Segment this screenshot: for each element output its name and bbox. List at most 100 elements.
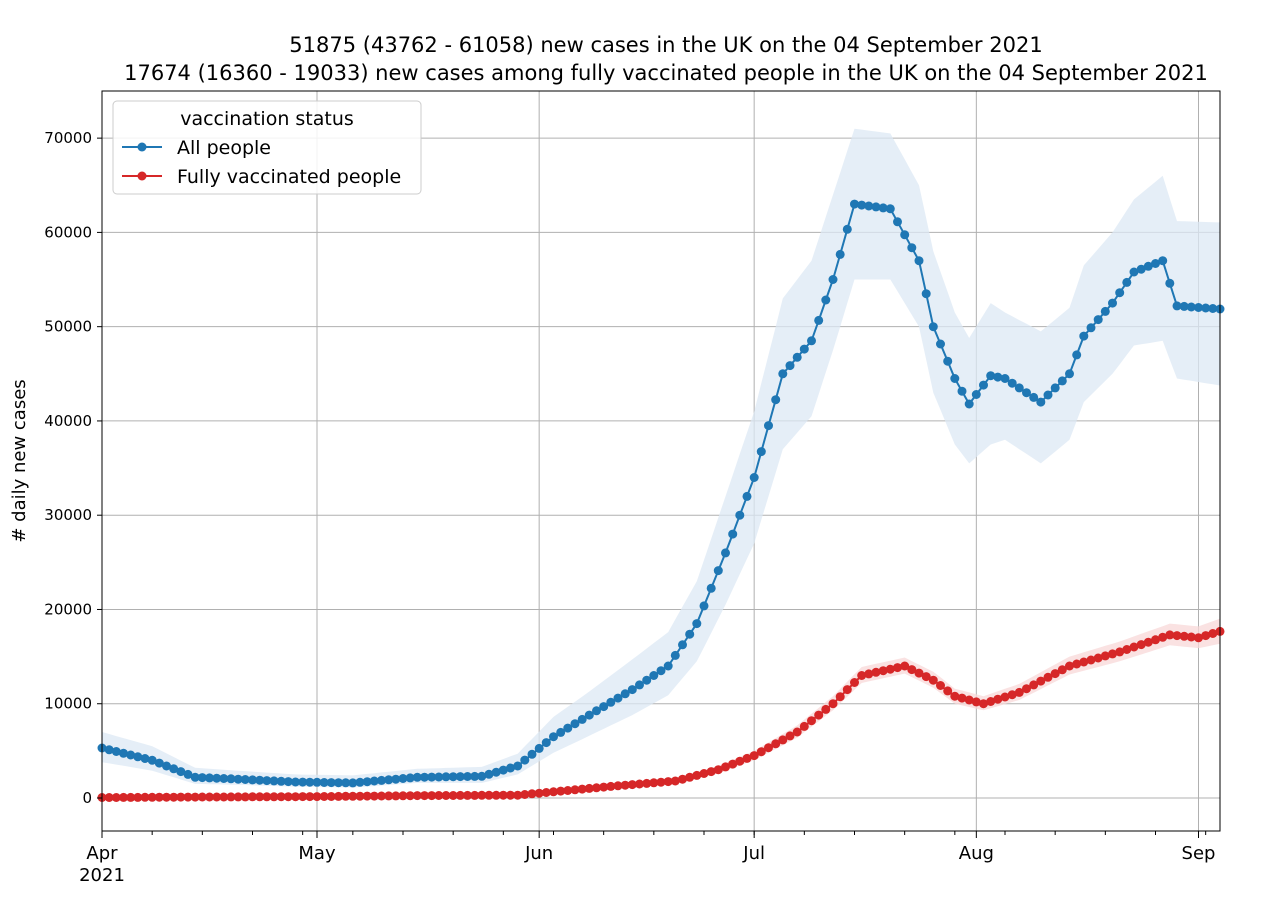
data-point	[584, 710, 594, 720]
data-point	[506, 790, 515, 800]
legend-marker	[137, 142, 147, 152]
data-point	[298, 777, 308, 787]
data-point	[362, 777, 372, 787]
data-point	[162, 792, 171, 802]
data-point	[842, 685, 852, 695]
data-point	[706, 583, 716, 593]
data-point	[477, 790, 487, 800]
data-point	[276, 776, 286, 786]
data-point	[907, 243, 917, 253]
data-point	[405, 791, 415, 801]
confidence-bands	[102, 128, 1220, 798]
data-point	[1208, 629, 1218, 638]
data-point	[541, 788, 551, 797]
data-point	[154, 792, 164, 802]
data-point	[147, 755, 157, 765]
data-point	[1036, 397, 1046, 407]
legend: vaccination status All people Fully vacci…	[112, 100, 422, 195]
legend-label: All people	[177, 137, 271, 159]
data-point	[642, 778, 652, 788]
data-point	[799, 344, 809, 354]
data-point	[807, 336, 816, 346]
data-point	[742, 753, 752, 763]
data-point	[305, 792, 315, 802]
data-point	[1043, 390, 1053, 400]
data-point	[735, 756, 745, 766]
y-tick-label: 30000	[44, 506, 92, 524]
legend-marker	[137, 171, 147, 181]
data-point	[154, 758, 164, 768]
data-point	[778, 735, 788, 745]
data-point	[928, 322, 938, 332]
data-point	[441, 772, 451, 782]
x-tick-label: Jun	[524, 843, 553, 864]
data-point	[520, 790, 530, 799]
data-point	[979, 380, 988, 390]
data-point	[692, 770, 702, 780]
data-point	[298, 792, 308, 802]
data-point	[283, 792, 293, 802]
data-point	[1122, 645, 1132, 654]
data-point	[305, 777, 315, 787]
data-point	[921, 289, 931, 299]
data-point	[678, 640, 687, 650]
data-point	[563, 723, 573, 733]
data-point	[1201, 631, 1211, 641]
data-point	[498, 790, 508, 800]
data-point	[326, 792, 336, 801]
data-point	[1014, 383, 1024, 393]
data-point	[670, 650, 680, 660]
data-point	[1108, 649, 1117, 659]
data-point	[140, 754, 150, 763]
data-point	[649, 778, 659, 788]
data-point	[993, 694, 1003, 704]
data-point	[513, 790, 523, 800]
data-point	[341, 778, 351, 788]
data-point	[391, 791, 401, 801]
data-point	[835, 692, 845, 702]
data-point	[369, 791, 379, 801]
x-tick-label: May	[298, 843, 336, 864]
data-point	[1108, 298, 1117, 308]
x-tick-label: Apr	[86, 843, 118, 864]
data-point	[348, 791, 358, 801]
data-point	[1129, 267, 1139, 277]
data-point	[692, 619, 702, 629]
data-point	[355, 777, 365, 787]
data-point	[126, 750, 136, 760]
data-point	[1050, 669, 1060, 679]
data-point	[197, 773, 207, 783]
data-point	[176, 767, 186, 777]
data-point	[240, 775, 250, 784]
data-point	[1057, 376, 1067, 386]
data-point	[943, 356, 953, 366]
data-point	[1050, 383, 1060, 393]
data-point	[663, 777, 673, 787]
data-point	[678, 774, 687, 784]
x-tick-year-label: 2021	[79, 865, 125, 886]
data-point	[463, 790, 472, 800]
series-lines	[101, 202, 1221, 799]
data-point	[534, 788, 544, 798]
data-point	[212, 773, 222, 783]
data-point	[312, 777, 322, 787]
data-point	[556, 786, 566, 796]
data-point	[377, 791, 386, 801]
data-point	[169, 792, 179, 802]
plot-frame	[101, 90, 1221, 832]
data-point	[183, 769, 193, 779]
data-point	[971, 390, 981, 399]
data-point	[126, 792, 136, 802]
data-point	[936, 681, 945, 690]
data-point	[706, 767, 716, 777]
data-point	[1122, 277, 1132, 287]
data-point	[276, 792, 286, 802]
data-point	[463, 772, 472, 781]
data-point	[190, 772, 200, 782]
data-point	[1143, 637, 1153, 647]
data-point	[420, 772, 429, 782]
data-point	[986, 697, 996, 706]
data-point	[620, 689, 630, 699]
data-point	[570, 785, 580, 795]
data-point	[670, 776, 680, 786]
